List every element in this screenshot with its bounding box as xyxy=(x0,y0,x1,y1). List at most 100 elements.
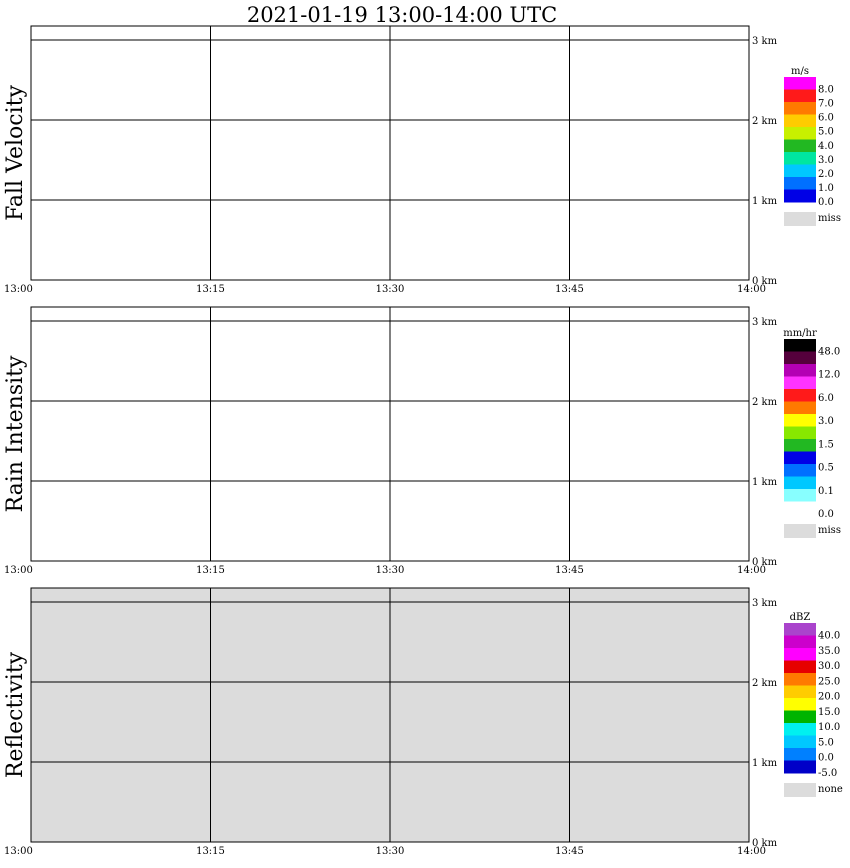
y-tick-label: 2 km xyxy=(752,678,778,689)
y-tick-label: 1 km xyxy=(752,477,778,488)
y-tick-label: 0 km xyxy=(752,557,778,568)
y-tick-label: 0 km xyxy=(752,276,778,287)
colorbar-label: 48.0 xyxy=(818,347,840,358)
colorbar-label: 6.0 xyxy=(818,113,834,124)
x-tick-label: 13:00 xyxy=(4,284,33,295)
colorbar-missing-swatch xyxy=(784,212,816,226)
colorbar-swatch xyxy=(784,698,816,711)
y-tick-label: 1 km xyxy=(752,758,778,769)
colorbar-swatch xyxy=(784,660,816,674)
x-tick-label: 14:00 xyxy=(737,565,766,576)
colorbar-swatch xyxy=(784,673,816,686)
colorbar-missing-label: miss xyxy=(818,525,841,536)
colorbar-unit: m/s xyxy=(791,66,809,77)
colorbar-swatch xyxy=(784,710,816,724)
colorbar-swatch xyxy=(784,139,816,153)
y-tick-label: 2 km xyxy=(752,116,778,127)
colorbar-label: 5.0 xyxy=(818,737,834,748)
y-tick-label: 1 km xyxy=(752,196,778,207)
colorbar-missing-swatch xyxy=(784,524,816,538)
x-tick-label: 13:15 xyxy=(196,846,225,857)
colorbar-swatch xyxy=(784,648,816,661)
y-tick-label: 3 km xyxy=(752,598,778,609)
colorbar-missing-label: none xyxy=(818,784,843,795)
colorbar-swatch xyxy=(784,77,816,90)
colorbar-label: 0.5 xyxy=(818,463,834,474)
colorbar-label: 7.0 xyxy=(818,99,834,110)
colorbar-swatch xyxy=(784,501,816,515)
x-tick-label: 13:30 xyxy=(376,284,405,295)
colorbar-swatch xyxy=(784,748,816,761)
fall-velocity-panel-title: Fall Velocity xyxy=(3,85,28,221)
colorbar-swatch xyxy=(784,685,816,699)
y-tick-label: 3 km xyxy=(752,36,778,47)
colorbar-label: 6.0 xyxy=(818,393,834,404)
colorbar-swatch xyxy=(784,351,816,365)
colorbar-unit: dBZ xyxy=(790,612,811,623)
colorbar-label: 1.5 xyxy=(818,439,834,450)
x-tick-label: 14:00 xyxy=(737,284,766,295)
colorbar-missing-swatch xyxy=(784,783,816,797)
colorbar-swatch xyxy=(784,439,816,452)
rain-intensity-panel-title: Rain Intensity xyxy=(3,355,28,512)
colorbar-label: 20.0 xyxy=(818,692,840,703)
colorbar-label: 0.0 xyxy=(818,509,834,520)
colorbar-label: 3.0 xyxy=(818,155,834,166)
colorbar-label: 0.0 xyxy=(818,753,834,764)
colorbar-label: -5.0 xyxy=(818,768,837,779)
colorbar-swatch xyxy=(784,451,816,465)
x-tick-label: 13:45 xyxy=(555,284,584,295)
colorbar-swatch xyxy=(784,339,816,352)
colorbar-unit: mm/hr xyxy=(783,328,817,339)
colorbar-label: 1.0 xyxy=(818,183,834,194)
colorbar-swatch xyxy=(784,102,816,115)
colorbar-swatch xyxy=(784,164,816,178)
colorbar-swatch xyxy=(784,723,816,736)
y-tick-label: 3 km xyxy=(752,317,778,328)
y-tick-label: 2 km xyxy=(752,397,778,408)
colorbar-swatch xyxy=(784,623,816,636)
colorbar-swatch xyxy=(784,476,816,490)
colorbar-label: 30.0 xyxy=(818,661,840,672)
colorbar-swatch xyxy=(784,114,816,128)
colorbar-label: 40.0 xyxy=(818,631,840,642)
x-tick-label: 13:45 xyxy=(555,565,584,576)
colorbar-swatch xyxy=(784,414,816,427)
colorbar-swatch xyxy=(784,389,816,402)
colorbar-swatch xyxy=(784,401,816,415)
x-tick-label: 13:45 xyxy=(555,846,584,857)
rain-intensity-panel: 13:00 13:15 13:30 13:45 14:000 km 1 km 2 km 3 k… xyxy=(3,306,841,576)
colorbar-swatch xyxy=(784,177,816,190)
figure-title: 2021-01-19 13:00-14:00 UTC xyxy=(247,3,557,27)
colorbar-missing-label: miss xyxy=(818,213,841,224)
colorbar-swatch xyxy=(784,426,816,440)
colorbar-swatch xyxy=(784,364,816,377)
colorbar-label: 8.0 xyxy=(818,85,834,96)
reflectivity-panel-title: Reflectivity xyxy=(3,651,28,778)
reflectivity-panel: 13:00 13:15 13:30 13:45 14:000 km 1 km 2 km 3 k… xyxy=(3,587,843,857)
colorbar-label: 3.0 xyxy=(818,416,834,427)
colorbar-label: 35.0 xyxy=(818,646,840,657)
colorbar-swatch xyxy=(784,127,816,140)
colorbar-label: 10.0 xyxy=(818,722,840,733)
colorbar-swatch xyxy=(784,189,816,203)
x-tick-label: 13:00 xyxy=(4,846,33,857)
colorbar-label: 0.0 xyxy=(818,197,834,208)
colorbar-swatch xyxy=(784,735,816,749)
colorbar-swatch xyxy=(784,760,816,774)
colorbar-label: 0.1 xyxy=(818,486,834,497)
colorbar-swatch xyxy=(784,152,816,165)
colorbar-swatch xyxy=(784,489,816,502)
colorbar-swatch xyxy=(784,635,816,649)
fall-velocity-panel: 13:00 13:15 13:30 13:45 14:000 km 1 km 2 km 3 k… xyxy=(3,25,841,295)
colorbar-label: 25.0 xyxy=(818,676,840,687)
x-tick-label: 13:30 xyxy=(376,846,405,857)
y-tick-label: 0 km xyxy=(752,838,778,849)
colorbar-label: 12.0 xyxy=(818,370,840,381)
colorbar-label: 4.0 xyxy=(818,141,834,152)
colorbar-swatch xyxy=(784,89,816,103)
x-tick-label: 13:15 xyxy=(196,284,225,295)
colorbar-swatch xyxy=(784,376,816,390)
colorbar-label: 15.0 xyxy=(818,707,840,718)
